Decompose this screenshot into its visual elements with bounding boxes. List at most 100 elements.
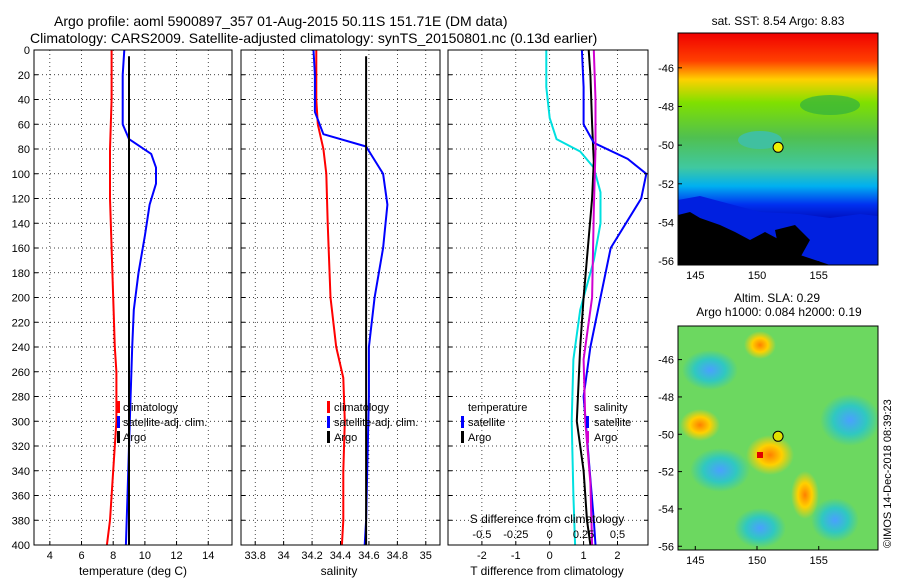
- temperature-grid: [34, 49, 232, 546]
- x-tick-label: 34.2: [301, 550, 322, 562]
- difference-s-tick-labels: -0.5 -0.25 0 0.25 0.5: [472, 529, 625, 541]
- sst-map: sat. SST: 8.54 Argo: 8.83 -46 -48 -50 -52 -5…: [658, 14, 879, 282]
- sst-map-title: sat. SST: 8.54 Argo: 8.83: [712, 14, 845, 28]
- legend-swatch-satellite: [117, 416, 120, 428]
- x-tick-label: 10: [139, 550, 151, 562]
- figure-title-line2: Climatology: CARS2009. Satellite-adjuste…: [30, 30, 597, 46]
- x-tick-label: 2: [614, 550, 620, 562]
- argo-position-marker: [772, 141, 784, 153]
- difference-lines: [545, 50, 648, 545]
- series-climatology: [105, 50, 118, 545]
- s-tick-label: 0.25: [573, 529, 594, 541]
- x-tick-label: -2: [477, 550, 487, 562]
- x-tick-label: 6: [78, 550, 84, 562]
- salinity-x-ticks: 33.8 34 34.2 34.4 34.6 34.8 35: [241, 49, 440, 562]
- legend-swatch-argo: [117, 431, 120, 443]
- sst-eddy: [738, 131, 782, 149]
- legend-swatch-t-satellite: [461, 416, 464, 428]
- map-y-tick-label: -56: [658, 256, 674, 268]
- map-y-tick-label: -54: [658, 504, 674, 516]
- s-tick-label: 0: [547, 529, 553, 541]
- map-y-tick-label: -52: [658, 467, 674, 479]
- series-climatology: [315, 50, 346, 545]
- pressure-tick-label: 180: [12, 268, 30, 280]
- legend-climatology: climatology: [334, 402, 390, 414]
- figure-title-line1: Argo profile: aoml 5900897_357 01-Aug-20…: [54, 13, 508, 29]
- temperature-lines: [105, 50, 157, 545]
- legend-s-argo: Argo: [594, 432, 617, 444]
- legend-s-satellite: satellite: [594, 417, 631, 429]
- sla-low-3: [690, 448, 750, 492]
- sla-map-frame: [677, 325, 879, 551]
- pressure-tick-label: 320: [12, 441, 30, 453]
- pressure-tick-label: 400: [12, 540, 30, 552]
- x-tick-label: 14: [202, 550, 214, 562]
- legend-argo: Argo: [334, 432, 357, 444]
- sla-low-1: [682, 350, 738, 390]
- legend-climatology: climatology: [123, 402, 179, 414]
- pressure-tick-label: 220: [12, 317, 30, 329]
- series-satellite-adj-clim-: [121, 50, 157, 545]
- credit-stamp: ©IMOS 14-Dec-2018 08:39:23: [882, 399, 894, 548]
- sla-map-axes: -46 -48 -50 -52 -54 -56 145 150 155: [658, 355, 828, 567]
- legend-swatch-s-satellite: [586, 416, 589, 428]
- salinity-xlabel: salinity: [321, 564, 358, 578]
- map-y-tick-label: -56: [658, 541, 674, 553]
- x-tick-label: 8: [110, 550, 116, 562]
- sla-low-5: [811, 498, 859, 542]
- s-tick-label: -0.25: [503, 529, 528, 541]
- x-tick-label: 35: [420, 550, 432, 562]
- legend-swatch-climatology: [327, 401, 330, 413]
- s-tick-label: 0.5: [610, 529, 625, 541]
- pressure-tick-label: 80: [18, 144, 30, 156]
- legend-satellite: satellite-adj. clim.: [334, 417, 418, 429]
- sla-map-title-line2: Argo h1000: 0.084 h2000: 0.19: [696, 305, 862, 319]
- pressure-tick-labels: 0 20 40 60 80 100 120 140 160 180 200 220 240 260 280 3…: [12, 45, 30, 552]
- map-x-tick-label: 150: [748, 270, 766, 282]
- temperature-xlabel: temperature (deg C): [79, 564, 187, 578]
- difference-grid: [448, 49, 648, 546]
- pressure-tick-label: 280: [12, 392, 30, 404]
- legend-salinity-title: salinity: [594, 402, 628, 414]
- pressure-tick-label: 380: [12, 515, 30, 527]
- difference-x-ticks: -2 -1 0 1 2: [448, 49, 648, 562]
- difference-t-xlabel: T difference from climatology: [470, 564, 624, 578]
- sla-high-4: [680, 409, 720, 441]
- sla-high-2: [744, 331, 776, 359]
- map-y-tick-label: -46: [658, 355, 674, 367]
- salinity-legend: climatology satellite-adj. clim. Argo: [327, 401, 418, 444]
- x-tick-label: 34.6: [358, 550, 379, 562]
- sla-map: Altim. SLA: 0.29 Argo h1000: 0.084 h2000…: [658, 291, 879, 567]
- land-mask-2: [775, 225, 810, 258]
- legend-swatch-satellite: [327, 416, 330, 428]
- pressure-tick-label: 200: [12, 293, 30, 305]
- legend-t-argo: Argo: [468, 432, 491, 444]
- salinity-grid: [241, 49, 440, 546]
- series-satellite-adj-clim-: [312, 50, 389, 545]
- legend-swatch-argo: [327, 431, 330, 443]
- map-x-tick-label: 155: [810, 270, 828, 282]
- salinity-lines: [312, 50, 389, 545]
- x-tick-label: 34: [278, 550, 290, 562]
- map-x-tick-label: 150: [748, 555, 766, 567]
- map-x-tick-label: 155: [810, 555, 828, 567]
- legend-satellite: satellite-adj. clim.: [123, 417, 207, 429]
- x-tick-label: 0: [547, 550, 553, 562]
- salinity-panel: 33.8 34 34.2 34.4 34.6 34.8 35 salinity climat…: [240, 49, 441, 578]
- sla-low-4: [734, 508, 786, 548]
- sla-low-2: [820, 394, 878, 446]
- pressure-tick-label: 260: [12, 367, 30, 379]
- legend-swatch-climatology: [117, 401, 120, 413]
- argo-position-marker: [772, 430, 784, 442]
- map-y-tick-label: -50: [658, 429, 674, 441]
- pressure-tick-label: 160: [12, 243, 30, 255]
- map-y-tick-label: -48: [658, 392, 674, 404]
- map-x-tick-label: 145: [686, 270, 704, 282]
- sla-map-title-line1: Altim. SLA: 0.29: [734, 291, 820, 305]
- pressure-tick-label: 300: [12, 416, 30, 428]
- x-tick-label: 12: [170, 550, 182, 562]
- sst-warm-band: [800, 95, 860, 115]
- map-x-tick-label: 145: [686, 555, 704, 567]
- pressure-tick-label: 360: [12, 491, 30, 503]
